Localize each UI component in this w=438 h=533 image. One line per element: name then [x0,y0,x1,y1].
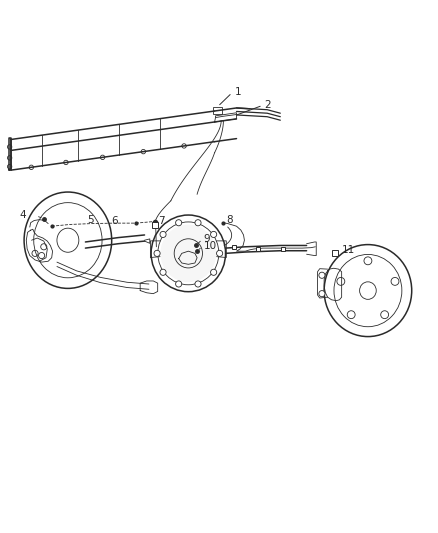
Text: 1: 1 [234,87,241,97]
Circle shape [195,281,201,287]
Circle shape [211,269,217,276]
Ellipse shape [160,224,216,282]
Circle shape [195,220,201,226]
Text: 11: 11 [342,245,355,255]
Text: 10: 10 [204,241,217,251]
Circle shape [211,231,217,238]
Circle shape [176,281,182,287]
Circle shape [176,220,182,226]
Text: 4: 4 [20,210,26,220]
Circle shape [154,251,160,256]
Circle shape [319,290,325,297]
Text: 2: 2 [265,100,271,110]
Text: 6: 6 [112,215,118,225]
Text: 5: 5 [87,215,93,225]
Circle shape [160,269,166,276]
Text: 7: 7 [159,216,165,226]
Circle shape [160,231,166,238]
Text: 9: 9 [204,234,210,244]
Circle shape [319,272,325,278]
Circle shape [216,251,223,256]
Text: 8: 8 [226,215,233,225]
